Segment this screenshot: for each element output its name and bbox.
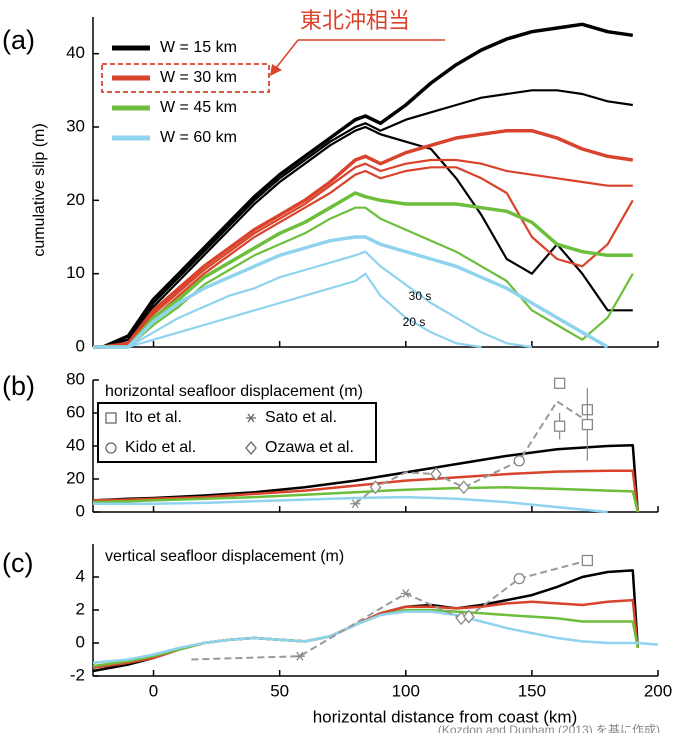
legend-box [97, 402, 377, 463]
legend-marker [105, 412, 117, 424]
observation-marker [369, 480, 382, 495]
line [93, 89, 633, 349]
panel-label: (b) [2, 371, 35, 401]
line [93, 250, 533, 349]
line [93, 235, 609, 349]
observation-marker [581, 418, 594, 431]
observation-marker [457, 480, 470, 495]
x-tick-label: 0 [149, 681, 158, 700]
y-tick-label: 40 [66, 435, 85, 454]
x-axis-label: horizontal distance from coast (km) [313, 707, 578, 726]
annotation: 30 s [409, 289, 432, 303]
legend-label: Kido et al. [125, 439, 196, 456]
line [92, 598, 640, 670]
y-tick-label: 20 [66, 190, 85, 209]
observation-marker [513, 455, 525, 467]
legend-marker [245, 440, 257, 456]
observation-line [354, 400, 588, 505]
observation-marker [400, 589, 411, 598]
line [92, 486, 640, 513]
y-tick-label: 80 [66, 369, 85, 388]
legend-label: Ito et al. [125, 409, 182, 426]
panel-label: (a) [2, 25, 35, 55]
y-tick-label: 10 [66, 263, 85, 282]
observation-marker [581, 554, 594, 567]
legend-label: Sato et al. [265, 409, 337, 426]
callout-box [101, 63, 270, 93]
callout-text: 東北沖相当 [300, 8, 410, 33]
legend-label: W = 30 km [160, 69, 237, 86]
observation-marker [513, 573, 525, 585]
x-tick-label: 200 [644, 681, 672, 700]
y-tick-label: 0 [76, 336, 85, 355]
line [93, 166, 634, 349]
observation-marker [553, 377, 566, 389]
observation-marker [350, 499, 361, 509]
line [93, 272, 482, 349]
y-tick-label: 0 [76, 501, 85, 520]
x-tick-label: 150 [518, 681, 546, 700]
y-tick-label: 20 [66, 468, 85, 487]
line [93, 125, 633, 349]
y-axis-label: cumulative slip (m) [31, 123, 48, 256]
y-tick-label: 2 [76, 599, 85, 618]
panel-title: horizontal seafloor displacement (m) [105, 383, 363, 400]
legend-marker [105, 442, 117, 454]
observation-marker [462, 609, 475, 624]
observation-marker [294, 651, 305, 661]
line [93, 158, 633, 349]
line [92, 469, 640, 513]
callout-arrow [275, 39, 299, 69]
legend-label: W = 60 km [160, 129, 237, 146]
legend-label: W = 15 km [160, 39, 237, 56]
y-tick-label: 60 [66, 402, 85, 421]
y-tick-label: 40 [66, 43, 85, 62]
y-tick-label: 30 [66, 116, 85, 135]
legend-label: W = 45 km [160, 99, 237, 116]
line [93, 206, 634, 349]
line [92, 610, 659, 665]
annotation: 20 s [403, 315, 426, 329]
line [93, 495, 608, 514]
line [93, 128, 634, 349]
panel-label: (c) [2, 548, 33, 578]
y-tick-label: 0 [76, 632, 85, 651]
callout-arrowhead [270, 64, 282, 76]
panel-title: vertical seafloor displacement (m) [105, 548, 344, 565]
line [93, 191, 633, 349]
line [93, 22, 634, 349]
legend-label: Ozawa et al. [265, 439, 354, 456]
legend-marker [246, 413, 256, 423]
y-tick-label: 4 [76, 566, 85, 585]
x-tick-label: 100 [392, 681, 420, 700]
y-tick-label: -2 [70, 665, 85, 684]
observation-marker [553, 420, 566, 432]
observation-marker [430, 467, 442, 482]
x-tick-label: 50 [270, 681, 289, 700]
source-note: (Kozdon and Dunham (2013) を基に作成) [438, 723, 660, 733]
